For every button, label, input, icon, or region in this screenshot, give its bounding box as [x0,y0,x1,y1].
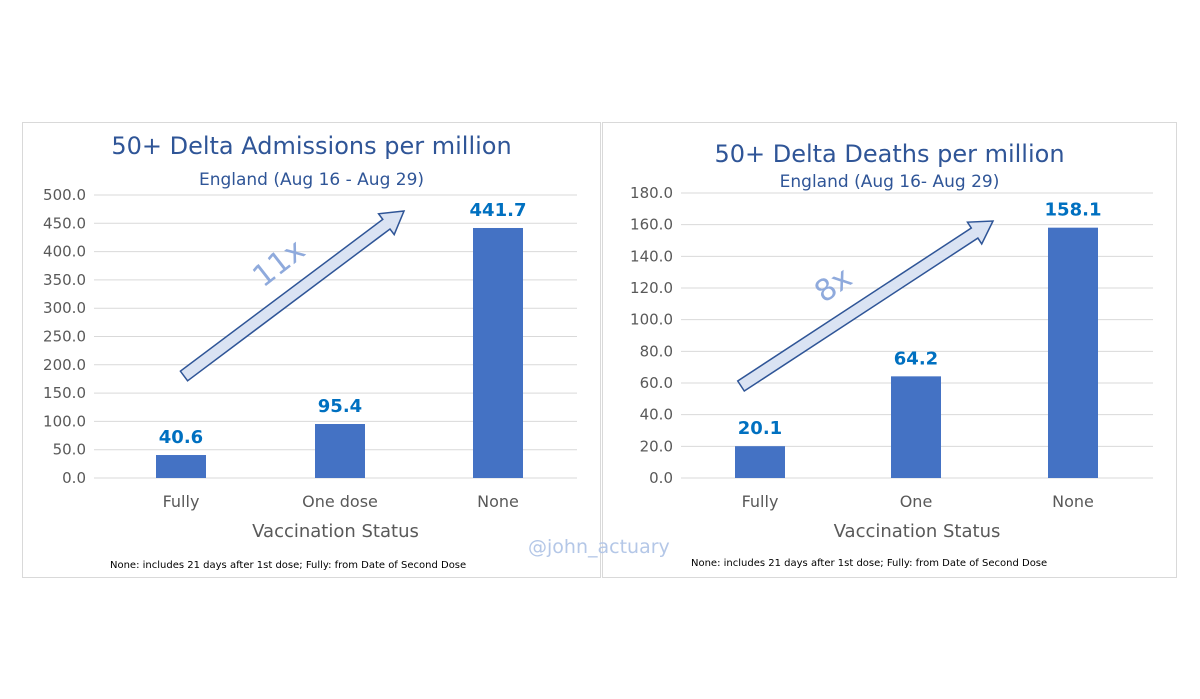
y-tick-label: 60.0 [640,374,673,392]
footnote: None: includes 21 days after 1st dose; F… [691,558,1047,569]
x-tick-label: One dose [302,492,378,511]
y-tick-label: 160.0 [630,216,673,234]
bar-one [891,376,941,478]
deaths-chart-panel: 50+ Delta Deaths per million England (Aug… [602,122,1177,578]
chart-title: 50+ Delta Admissions per million [111,132,511,160]
data-label: 158.1 [1045,200,1102,221]
y-tick-label: 450.0 [43,214,86,232]
y-tick-label: 40.0 [640,406,673,424]
y-tick-label: 180.0 [630,184,673,202]
y-tick-label: 200.0 [43,356,86,374]
chart-title: 50+ Delta Deaths per million [714,140,1064,168]
y-tick-label: 120.0 [630,279,673,297]
x-tick-label: None [1052,492,1094,511]
x-tick-label: None [477,492,519,511]
y-tick-label: 100.0 [43,412,86,430]
y-tick-label: 100.0 [630,311,673,329]
y-tick-label: 0.0 [649,469,673,487]
x-axis-title: Vaccination Status [834,521,1001,542]
y-tick-label: 150.0 [43,384,86,402]
footnote: None: includes 21 days after 1st dose; F… [110,560,466,571]
y-tick-label: 250.0 [43,328,86,346]
trend-arrow-icon [736,220,995,393]
bar-none [1048,227,1098,478]
watermark: @john_actuary [528,536,670,558]
y-tick-label: 50.0 [53,441,86,459]
bar-fully [156,455,206,478]
bar-one-dose [315,424,365,478]
chart-subtitle: England (Aug 16 - Aug 29) [199,170,424,190]
admissions-chart-panel: 50+ Delta Admissions per million England … [22,122,601,578]
y-tick-label: 0.0 [62,469,86,487]
data-label: 40.6 [159,427,203,448]
chart-subtitle: England (Aug 16- Aug 29) [780,172,1000,192]
y-tick-label: 400.0 [43,243,86,261]
bar-none [473,227,523,478]
x-tick-label: Fully [742,492,779,511]
data-label: 20.1 [738,418,782,439]
trend-arrow-icon [179,210,406,382]
data-label: 64.2 [894,348,938,369]
admissions-chart: 50+ Delta Admissions per million England … [43,132,577,571]
x-tick-label: One [900,492,933,511]
y-tick-label: 500.0 [43,186,86,204]
y-tick-label: 20.0 [640,437,673,455]
ratio-annotation: 8x [808,260,858,310]
data-label: 95.4 [318,396,362,417]
deaths-chart: 50+ Delta Deaths per million England (Aug… [630,140,1153,569]
y-tick-label: 80.0 [640,342,673,360]
y-tick-label: 350.0 [43,271,86,289]
y-tick-label: 300.0 [43,299,86,317]
x-tick-label: Fully [163,492,200,511]
x-axis-title: Vaccination Status [252,521,419,542]
y-tick-label: 140.0 [630,247,673,265]
bar-fully [735,446,785,478]
data-label: 441.7 [470,200,527,221]
